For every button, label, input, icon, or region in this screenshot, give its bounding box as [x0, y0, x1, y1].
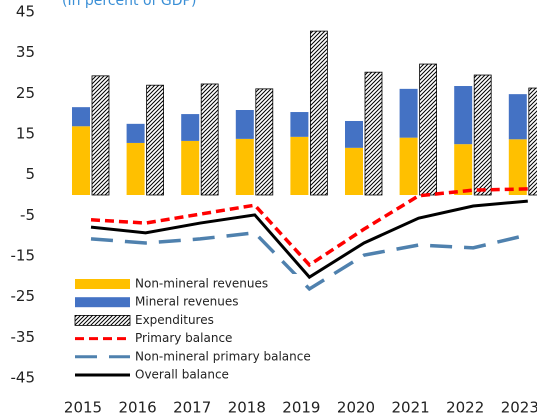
- bar: [146, 84, 165, 196]
- line: [90, 187, 528, 268]
- bar-segment: [126, 123, 145, 143]
- legend-swatch: [75, 279, 130, 289]
- y-tick-label: 25: [16, 84, 35, 102]
- bar-segment: [454, 86, 473, 145]
- y-tick-label: -35: [11, 328, 36, 346]
- legend-swatch: [74, 314, 131, 326]
- x-tick-label: 2021: [392, 399, 430, 417]
- bar-segment: [508, 94, 527, 140]
- y-tick-label: 35: [16, 43, 35, 61]
- legend-label: Primary balance: [135, 331, 232, 345]
- y-tick-label: -45: [11, 369, 36, 387]
- x-tick-label: 2019: [282, 399, 320, 417]
- bar-segment: [399, 137, 418, 195]
- bar-segment: [508, 139, 527, 195]
- y-tick-label: -5: [20, 206, 35, 224]
- x-tick-label: 2023: [501, 399, 537, 417]
- y-tick-label: -15: [11, 247, 36, 265]
- bar-segment: [345, 120, 363, 148]
- x-tick-label: 2016: [119, 399, 157, 417]
- x-tick-label: 2020: [337, 399, 375, 417]
- legend-label: Mineral revenues: [135, 295, 239, 309]
- bar: [200, 83, 219, 196]
- bar: [91, 75, 110, 196]
- x-tick-label: 2022: [446, 399, 484, 417]
- bar: [419, 63, 438, 196]
- bar: [364, 71, 383, 196]
- bar-segment: [181, 140, 200, 195]
- bar-segment: [454, 144, 473, 195]
- bar: [528, 87, 537, 196]
- legend-label: Overall balance: [135, 368, 229, 382]
- bar: [473, 74, 492, 196]
- bar-segment: [345, 147, 363, 195]
- bar: [255, 88, 274, 196]
- legend-swatch: [75, 297, 130, 308]
- bar-segment: [290, 112, 309, 137]
- line: [90, 230, 529, 292]
- legend-label: Expenditures: [135, 313, 214, 327]
- y-tick-label: 15: [16, 125, 35, 143]
- bar-segment: [72, 107, 90, 127]
- y-tick-label: 45: [16, 3, 35, 21]
- bar-segment: [72, 126, 90, 195]
- bar-segment: [290, 136, 309, 195]
- line: [90, 199, 528, 280]
- bar-segment: [126, 142, 145, 195]
- legend-label: Non-mineral revenues: [135, 277, 268, 291]
- x-tick-label: 2018: [228, 399, 266, 417]
- y-tick-label: -25: [11, 287, 36, 305]
- y-tick-label: 5: [25, 165, 35, 183]
- x-tick-label: 2015: [64, 399, 102, 417]
- subtitle: (In percent of GDP): [62, 0, 196, 9]
- x-tick-label: 2017: [173, 399, 211, 417]
- legend-label: Non-mineral primary balance: [135, 349, 311, 363]
- bar-segment: [235, 138, 254, 195]
- bar: [309, 30, 328, 196]
- bar-segment: [235, 110, 254, 139]
- bar-segment: [181, 114, 200, 141]
- bar-segment: [399, 88, 418, 138]
